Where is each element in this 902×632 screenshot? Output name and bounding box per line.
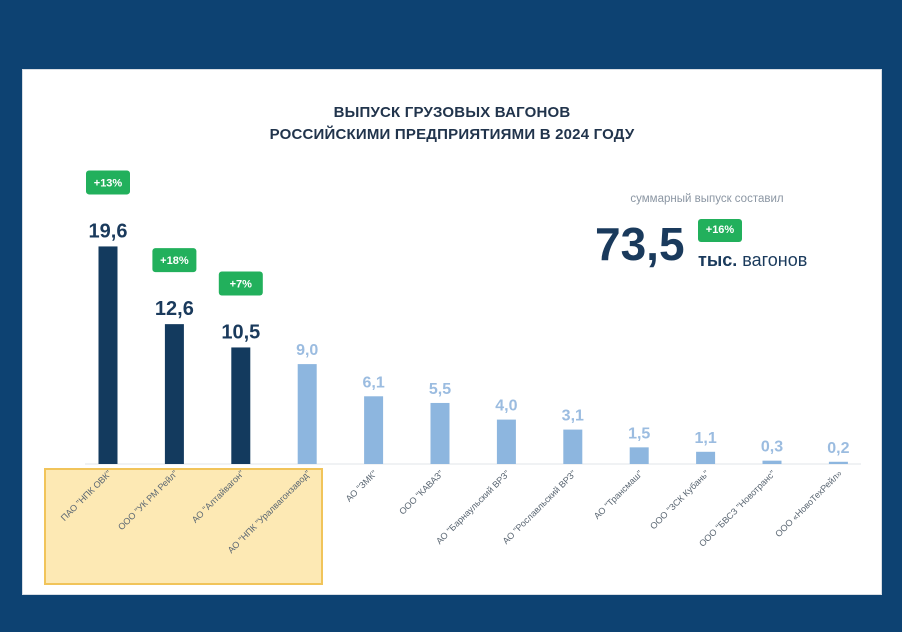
bar-value-label: 10,5 [221, 321, 260, 343]
growth-badge [86, 170, 130, 195]
category-tick-label: АО "Барнаульский ВРЗ" [434, 468, 512, 546]
category-tick-label: ООО «НовоТехРейл» [773, 468, 844, 539]
bar [297, 364, 317, 464]
growth-badge-text: +18% [160, 255, 189, 267]
bar [762, 460, 782, 464]
bar-value-label: 0,2 [827, 440, 849, 457]
growth-badge-text: +7% [230, 278, 253, 290]
chart-title: ВЫПУСК ГРУЗОВЫХ ВАГОНОВ [333, 104, 571, 121]
summary-unit-text: вагонов [742, 250, 808, 270]
summary-unit: тыс. вагонов [698, 250, 807, 271]
bar-value-label: 4,0 [495, 398, 517, 415]
category-tick-label: АО "Рославльский ВРЗ" [501, 468, 579, 546]
bar-value-label: 12,6 [155, 298, 194, 320]
category-tick-label: ООО "УК РМ Рейл" [116, 468, 180, 532]
growth-badge [218, 271, 263, 296]
growth-badge-text: +13% [94, 177, 123, 189]
highlight-box [44, 468, 323, 585]
summary-value: 73,5 [595, 218, 685, 270]
bar [696, 451, 716, 464]
bar [430, 402, 450, 464]
bar-value-label: 3,1 [562, 408, 584, 425]
category-tick-label: АО "Трансмаш" [592, 468, 645, 521]
category-tick-label: ООО "БВСЗ "Новотранс" [697, 468, 777, 548]
bar [828, 461, 848, 464]
bar-value-label: 1,1 [694, 430, 716, 447]
category-tick-label: ООО "ЗСК Кубань" [648, 468, 711, 531]
summary-label: суммарный выпуск составил [630, 193, 784, 205]
summary-growth-badge: +16% [698, 219, 742, 242]
bar-value-label: 0,3 [761, 439, 783, 456]
summary-unit-bold: тыс. [698, 250, 738, 270]
chart-subtitle: РОССИЙСКИМИ ПРЕДПРИЯТИЯМИ В 2024 ГОДУ [269, 126, 635, 143]
category-tick-label: ООО "КАВАЗ" [397, 468, 445, 516]
category-tick-label: АО "ЗМК" [344, 468, 379, 503]
chart-card: ВЫПУСК ГРУЗОВЫХ ВАГОНОВ РОССИЙСКИМИ ПРЕД… [22, 69, 882, 595]
bar-value-label: 6,1 [362, 374, 384, 391]
growth-badge [152, 248, 197, 273]
bar-value-label: 9,0 [296, 342, 318, 359]
bar [231, 347, 251, 464]
bar [164, 324, 184, 464]
category-tick-label: ПАО "НПК ОВК" [59, 468, 114, 523]
category-tick-label: АО "Алтайвагон" [190, 468, 246, 524]
bar [364, 396, 384, 464]
bar [98, 246, 118, 464]
bar-value-label: 19,6 [89, 220, 128, 242]
bar-chart: 19,6 +13% ПАО "НПК ОВК" 12,6 +18% ООО "УК РМ … [59, 170, 861, 555]
bar-value-label: 1,5 [628, 425, 650, 442]
bar [563, 429, 583, 464]
bar [629, 447, 649, 464]
bar-value-label: 5,5 [429, 381, 451, 398]
bar [496, 419, 516, 464]
